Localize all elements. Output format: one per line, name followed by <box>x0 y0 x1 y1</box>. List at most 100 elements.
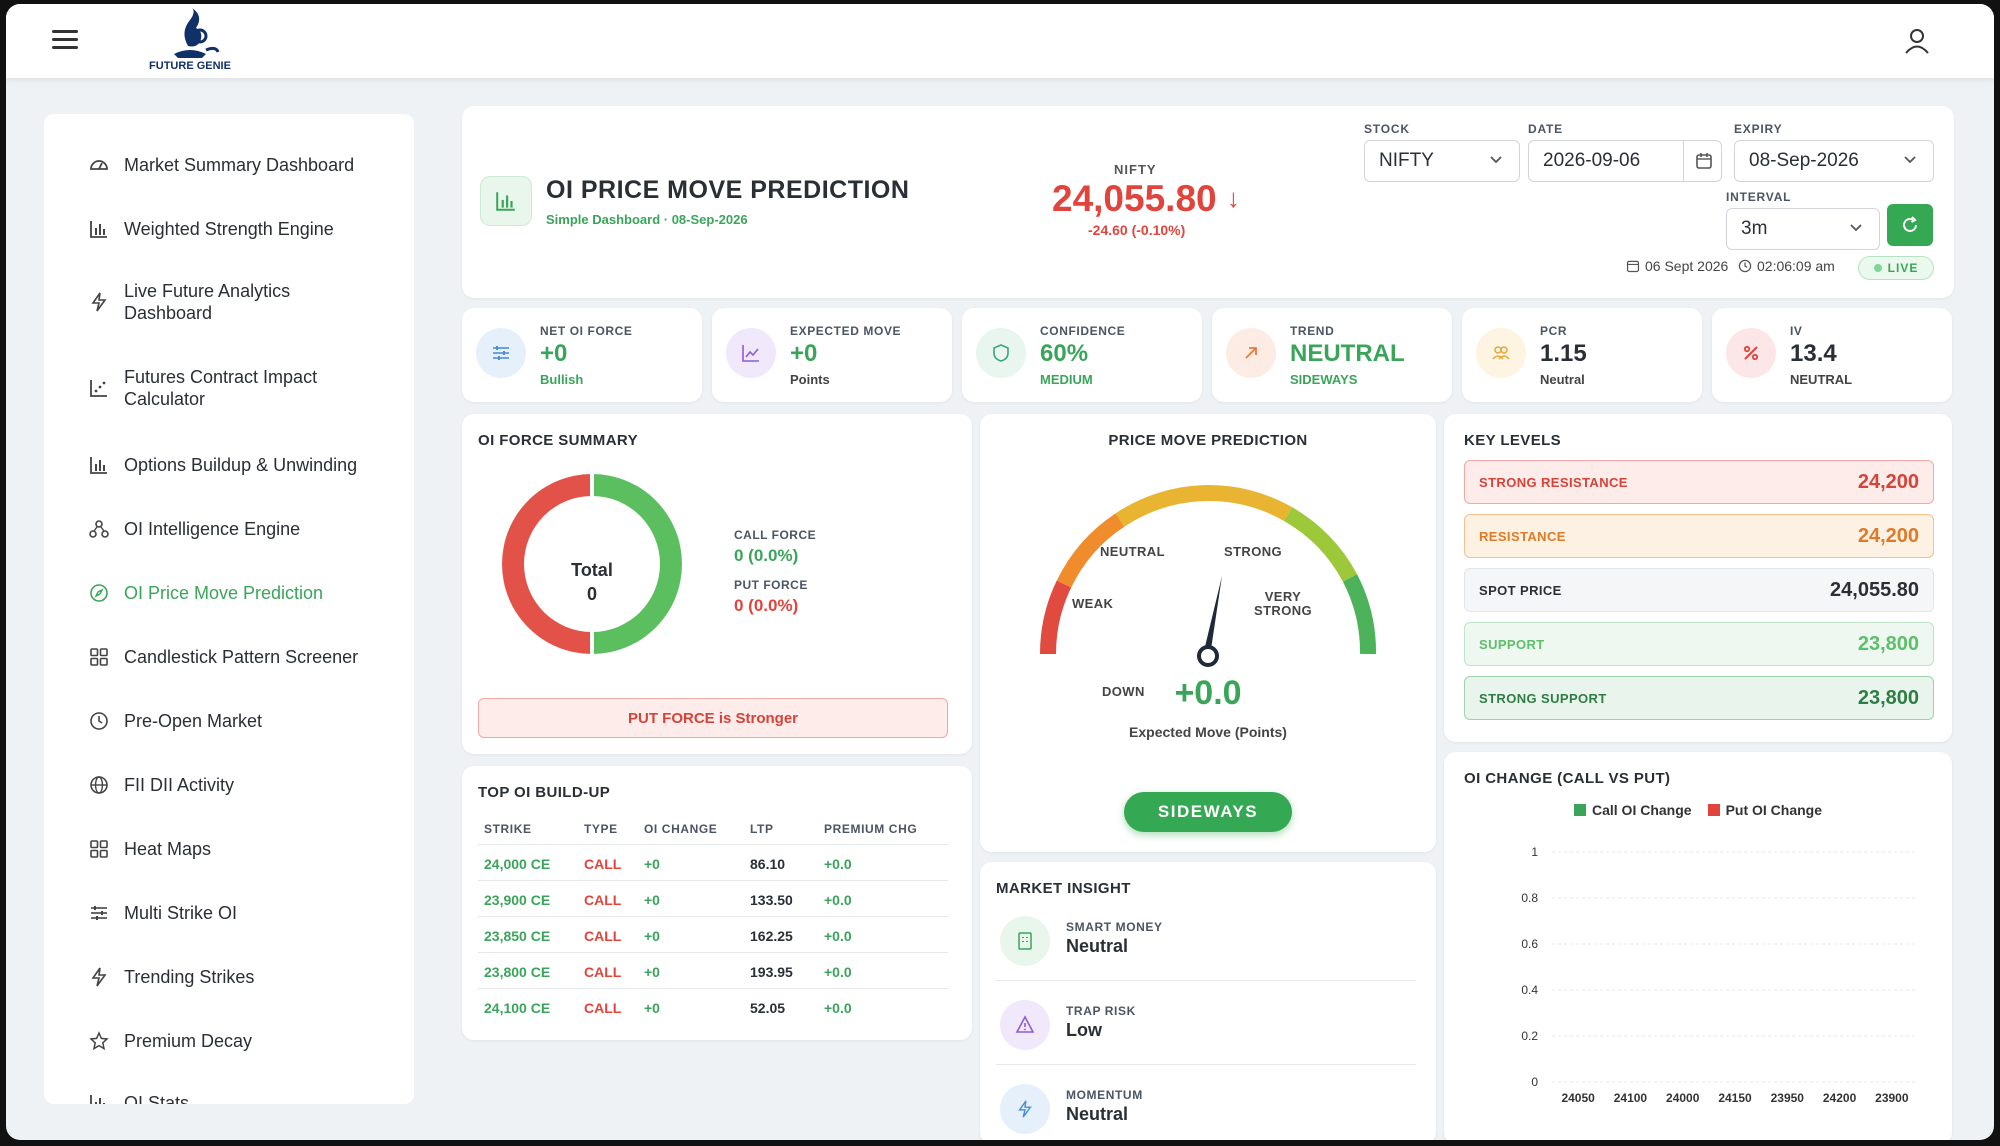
sidebar-item-trending-strikes[interactable]: Trending Strikes <box>88 966 254 988</box>
col-header: TYPE <box>584 822 618 836</box>
level-resistance: RESISTANCE 24,200 <box>1464 514 1934 558</box>
percent-icon <box>1726 328 1776 378</box>
stat-label: TREND <box>1290 324 1335 338</box>
stat-sub: Points <box>790 372 830 387</box>
gauge-segment-down <box>1039 580 1072 655</box>
sidebar-item-multi-strike-oi[interactable]: Multi Strike OI <box>88 902 237 924</box>
sidebar-item-weighted-strength[interactable]: Weighted Strength Engine <box>88 218 334 240</box>
expiry-select[interactable]: 08-Sep-2026 <box>1734 140 1934 182</box>
y-tick-label: 0.4 <box>1521 983 1538 997</box>
stat-value: 13.4 <box>1790 340 1837 367</box>
stat-card-expected-move: EXPECTED MOVE +0 Points <box>712 308 952 402</box>
insight-label: MOMENTUM <box>1066 1088 1143 1102</box>
y-tick-label: 0.6 <box>1521 937 1538 951</box>
gauge-segment-very-strong <box>1342 574 1377 655</box>
sidebar-item-premium-decay[interactable]: Premium Decay <box>88 1030 252 1052</box>
call-force-value: 0 (0.0%) <box>734 546 799 565</box>
time-stamp: 02:06:09 am <box>1738 258 1835 274</box>
sidebar-item-label: Futures Contract Impact <box>124 367 318 387</box>
legend-item-put[interactable]: Put OI Change <box>1707 802 1822 818</box>
oi-change-chart: 0 0.2 0.4 0.6 0.8 1 24050 24100 24000 24150 23950 2… <box>1521 845 1918 1105</box>
sidebar-item-fii-dii-activity[interactable]: FII DII Activity <box>88 774 234 796</box>
live-badge: LIVE <box>1858 256 1934 280</box>
bolt-icon <box>1000 1084 1050 1134</box>
compass-icon <box>88 582 110 604</box>
app-window: FUTURE GENIE Market Summary Dashboard We… <box>6 4 1994 1140</box>
clock-icon <box>88 710 110 732</box>
x-tick-label: 24200 <box>1823 1091 1857 1105</box>
gauge-label-neutral: NEUTRAL <box>1100 544 1165 559</box>
sidebar-item-live-future-analytics[interactable]: Live Future Analytics Dashboard <box>88 280 290 324</box>
sidebar-item-label: Multi Strike OI <box>124 902 238 923</box>
sidebar-item-options-buildup[interactable]: Options Buildup & Unwinding <box>88 454 357 476</box>
sidebar-item-pre-open-market[interactable]: Pre-Open Market <box>88 710 262 732</box>
card-title: OI FORCE SUMMARY <box>478 432 639 449</box>
card-title: MARKET INSIGHT <box>996 880 1131 897</box>
user-icon[interactable] <box>1902 26 1932 56</box>
menu-icon[interactable] <box>52 30 78 52</box>
arrow-down-icon: ↓ <box>1226 183 1240 213</box>
building-icon <box>1000 916 1050 966</box>
prediction-gauge <box>1039 485 1377 667</box>
table-row: 24,100 CE CALL +0 52.05 +0.0 <box>478 988 948 1024</box>
gauge-hub <box>1197 645 1219 667</box>
stat-card-trend: TREND NEUTRAL SIDEWAYS <box>1212 308 1452 402</box>
header-card: OI PRICE MOVE PREDICTION Simple Dashboar… <box>462 106 1954 298</box>
arrow-up-right-icon <box>1226 328 1276 378</box>
y-tick-label: 0.2 <box>1521 1029 1538 1043</box>
insight-value: Neutral <box>1066 1104 1129 1124</box>
sidebar-item-oi-price-move-prediction[interactable]: OI Price Move Prediction <box>88 582 323 604</box>
stat-sub: NEUTRAL <box>1790 372 1853 387</box>
scatter-chart-icon <box>88 377 110 399</box>
table-row: 24,000 CE CALL +0 86.10 +0.0 <box>478 844 948 880</box>
bar-chart-icon <box>88 218 110 240</box>
calendar-icon[interactable] <box>1695 152 1713 170</box>
stat-value: +0 <box>790 340 818 367</box>
sidebar-item-candlestick-screener[interactable]: Candlestick Pattern Screener <box>88 646 358 668</box>
table-row: 23,900 CE CALL +0 133.50 +0.0 <box>478 880 948 916</box>
y-tick-label: 0 <box>1531 1075 1538 1089</box>
stat-label: EXPECTED MOVE <box>790 324 902 338</box>
sidebar-item-label: Pre-Open Market <box>124 710 263 731</box>
stat-sub: MEDIUM <box>1040 372 1093 387</box>
legend-item-call[interactable]: Call OI Change <box>1573 802 1692 818</box>
stock-select[interactable]: NIFTY <box>1364 140 1520 182</box>
level-strong-resistance: STRONG RESISTANCE 24,200 <box>1464 460 1934 504</box>
oi-force-summary-card: OI FORCE SUMMARY Total 0 CALL FORCE 0 (0… <box>462 414 972 754</box>
stat-label: CONFIDENCE <box>1040 324 1126 338</box>
donut-total-value: 0 <box>586 584 597 604</box>
stat-label: PCR <box>1540 324 1568 338</box>
stat-sub: Bullish <box>540 372 584 387</box>
gauge-segment-weak <box>1056 513 1125 588</box>
x-tick-label: 24000 <box>1666 1091 1700 1105</box>
level-support: SUPPORT 23,800 <box>1464 622 1934 666</box>
sidebar-item-oi-stats[interactable]: OI Stats <box>88 1092 189 1104</box>
sidebar-item-oi-intelligence[interactable]: OI Intelligence Engine <box>88 518 300 540</box>
logo[interactable]: FUTURE GENIE <box>144 6 236 76</box>
y-tick-label: 0.8 <box>1521 891 1538 905</box>
interval-select[interactable]: 3m <box>1726 208 1880 250</box>
stat-value: +0 <box>540 340 568 367</box>
y-tick-label: 1 <box>1531 845 1538 859</box>
sideways-badge[interactable]: SIDEWAYS <box>1124 792 1292 832</box>
sidebar-item-market-summary[interactable]: Market Summary Dashboard <box>88 154 354 176</box>
star-icon <box>88 1030 110 1052</box>
bolt-icon <box>88 291 110 313</box>
stat-sub: SIDEWAYS <box>1290 372 1358 387</box>
sidebar-item-heat-maps[interactable]: Heat Maps <box>88 838 211 860</box>
sidebar-item-label: Live Future Analytics <box>124 281 291 301</box>
put-force-banner: PUT FORCE is Stronger <box>478 698 948 738</box>
put-force-label: PUT FORCE <box>734 578 808 592</box>
sidebar-item-label: Heat Maps <box>124 838 212 859</box>
refresh-button[interactable] <box>1887 204 1933 246</box>
date-input[interactable]: 2026-09-06 <box>1528 140 1722 182</box>
gauge-label-strong: STRONG <box>1224 544 1283 559</box>
col-header: OI CHANGE <box>644 822 718 836</box>
stat-value: NEUTRAL <box>1290 340 1405 367</box>
sidebar-item-futures-contract-impact[interactable]: Futures Contract Impact Calculator <box>88 366 317 410</box>
donut-center: Total 0 <box>552 558 632 606</box>
put-force-value: 0 (0.0%) <box>734 596 799 615</box>
chart-legend: Call OI Change Put OI Change <box>1444 802 1952 818</box>
sidebar: Market Summary Dashboard Weighted Streng… <box>44 114 414 1104</box>
insight-row-momentum: MOMENTUM Neutral <box>996 1070 1416 1140</box>
